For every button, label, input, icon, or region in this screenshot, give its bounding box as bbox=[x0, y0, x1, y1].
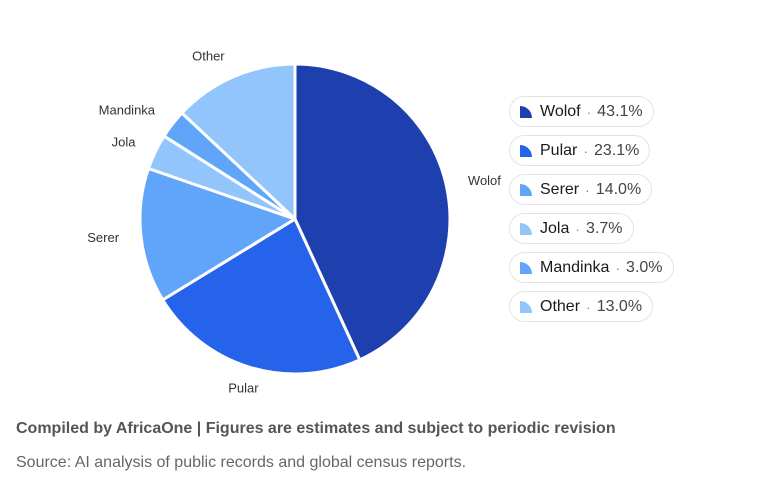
legend-item-wolof: Wolof · 43.1% bbox=[509, 96, 654, 127]
legend-swatch-icon bbox=[520, 222, 532, 235]
legend: Wolof · 43.1% Pular · 23.1% Serer · 14.0% Jola · 3.… bbox=[509, 96, 674, 322]
legend-value: 3.7% bbox=[586, 219, 623, 237]
legend-value: 23.1% bbox=[594, 141, 640, 159]
legend-label: Mandinka bbox=[540, 258, 610, 276]
legend-swatch-icon bbox=[520, 183, 532, 196]
pie-slice-wolof bbox=[293, 62, 452, 362]
slice-label-jola: Jola bbox=[112, 134, 137, 149]
legend-separator: · bbox=[575, 220, 581, 237]
legend-swatch-icon bbox=[520, 261, 532, 274]
legend-separator: · bbox=[583, 142, 589, 159]
pie-slice-pular bbox=[161, 217, 362, 376]
legend-value: 43.1% bbox=[597, 102, 643, 120]
pie-chart: Wolof Pular Serer Jola Mandinka Other bbox=[87, 49, 501, 396]
footer-source: Source: AI analysis of public records an… bbox=[16, 454, 467, 471]
legend-swatch-icon bbox=[520, 144, 532, 157]
slice-label-serer: Serer bbox=[87, 230, 119, 245]
legend-label: Other bbox=[540, 297, 581, 315]
legend-item-serer: Serer · 14.0% bbox=[509, 174, 653, 205]
legend-label: Jola bbox=[540, 219, 570, 237]
legend-value: 3.0% bbox=[626, 258, 663, 276]
legend-separator: · bbox=[615, 259, 621, 276]
pie-slice-other bbox=[180, 62, 297, 221]
legend-item-pular: Pular · 23.1% bbox=[509, 135, 651, 166]
legend-value: 13.0% bbox=[596, 297, 643, 315]
legend-separator: · bbox=[585, 181, 590, 198]
footer-title: Compiled by AfricaOne | Figures are esti… bbox=[16, 420, 616, 437]
slice-label-wolof: Wolof bbox=[468, 173, 501, 188]
legend-swatch-icon bbox=[520, 300, 532, 313]
slice-label-other: Other bbox=[192, 49, 225, 64]
slice-label-pular: Pular bbox=[228, 380, 259, 395]
slice-label-mandinka: Mandinka bbox=[99, 103, 156, 118]
legend-item-jola: Jola · 3.7% bbox=[509, 213, 634, 244]
legend-item-other: Other · 13.0% bbox=[509, 291, 654, 322]
legend-separator: · bbox=[586, 103, 592, 120]
legend-label: Wolof bbox=[540, 102, 581, 120]
legend-item-mandinka: Mandinka · 3.0% bbox=[509, 252, 674, 283]
legend-value: 14.0% bbox=[595, 180, 642, 198]
pie-slice-serer bbox=[138, 167, 297, 302]
legend-label: Pular bbox=[540, 141, 578, 159]
legend-label: Serer bbox=[540, 180, 580, 198]
legend-swatch-icon bbox=[520, 105, 532, 118]
legend-separator: · bbox=[586, 298, 591, 315]
